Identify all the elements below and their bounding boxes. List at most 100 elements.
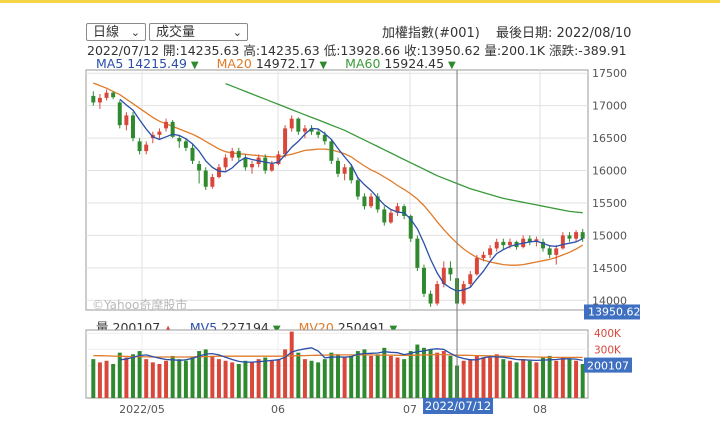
- candle-body: [111, 92, 116, 98]
- candle-body: [488, 248, 493, 255]
- price-tick-label: 16000: [592, 165, 627, 178]
- candle-body: [104, 92, 109, 98]
- volume-bar: [309, 360, 314, 398]
- price-panel: [85, 69, 589, 399]
- volume-bar: [170, 355, 175, 398]
- candle-body: [236, 151, 241, 158]
- period-select[interactable]: 日線 ⌄: [86, 23, 146, 41]
- ma5-value: 14215.49: [127, 56, 187, 71]
- volume-bar: [223, 360, 228, 398]
- candle-body: [329, 141, 334, 161]
- header-info: 加權指數(#001) 最後日期: 2022/08/10: [382, 22, 631, 41]
- volume-bar: [547, 355, 552, 398]
- candle-body: [402, 206, 407, 216]
- x-tick-label: 2022/05: [119, 403, 165, 416]
- candle-body: [316, 131, 321, 135]
- indicator-select-value: 成交量: [156, 25, 196, 40]
- candle-body: [567, 235, 572, 239]
- ohlc-volume: 量:200.1K: [484, 43, 546, 58]
- volume-bar: [362, 349, 367, 398]
- candle-body: [210, 177, 215, 187]
- volume-bar: [541, 357, 545, 398]
- x-tick-label: 08: [533, 403, 547, 416]
- volume-bar: [230, 362, 235, 398]
- volume-bar: [210, 355, 215, 398]
- volume-bar: [157, 364, 162, 398]
- volume-bar: [474, 355, 479, 398]
- volume-bar: [560, 357, 565, 398]
- candle-body: [468, 274, 473, 285]
- candle-body: [144, 144, 149, 152]
- candle-body: [203, 170, 208, 187]
- chevron-down-icon: ⌄: [232, 26, 242, 39]
- volume-bar: [144, 359, 149, 398]
- volume-bar: [203, 349, 208, 398]
- volume-bar: [164, 360, 169, 398]
- candle-body: [289, 118, 294, 129]
- volume-bar: [322, 359, 327, 398]
- indicator-select[interactable]: 成交量 ⌄: [149, 23, 248, 41]
- mv20-path: [93, 353, 583, 359]
- volume-bar: [336, 354, 340, 398]
- candle-body: [435, 284, 440, 304]
- candle-body: [574, 232, 579, 239]
- volume-bar: [395, 357, 400, 398]
- ma60-path: [225, 82, 583, 214]
- volume-bar: [117, 352, 122, 398]
- ohlc-open: 開:14235.63: [163, 43, 240, 58]
- candle-body: [117, 102, 122, 126]
- volume-bar: [534, 362, 539, 398]
- candle-body: [494, 241, 499, 249]
- candle-body: [216, 167, 221, 178]
- candle-body: [336, 160, 340, 174]
- volume-bar: [481, 357, 486, 398]
- volume-bar: [150, 362, 155, 398]
- candle-body: [276, 154, 281, 165]
- candle-body: [448, 267, 453, 275]
- volume-bar: [488, 357, 493, 398]
- volume-bar: [250, 362, 255, 398]
- candle-body: [382, 209, 387, 223]
- crosshair-price-box: [584, 304, 640, 320]
- volume-bar: [514, 362, 519, 398]
- price-panel-frame: [85, 69, 589, 311]
- period-select-value: 日線: [93, 25, 120, 40]
- candle-body: [415, 238, 420, 268]
- price-tick-label: 17000: [592, 100, 627, 113]
- candle-body: [302, 128, 307, 132]
- ma60-legend[interactable]: MA60 15924.45 ▼: [345, 56, 456, 71]
- ma20-legend[interactable]: MA20 14972.17 ▼: [217, 56, 332, 71]
- crosshair-volume-box: [584, 357, 632, 373]
- volume-bar: [402, 359, 407, 398]
- volume-bar: [296, 352, 301, 398]
- price-tick-label: 16500: [592, 132, 627, 145]
- volume-bar: [507, 360, 512, 398]
- volume-bar: [421, 347, 426, 398]
- candle-body: [554, 248, 559, 255]
- volume-bar: [283, 349, 288, 398]
- volume-bar: [501, 359, 506, 398]
- ma-legend: MA5 14215.49 ▼ MA20 14972.17 ▼ MA60 1592…: [96, 56, 470, 71]
- volume-bar: [111, 364, 116, 398]
- candle-body: [223, 157, 228, 168]
- candle-body: [441, 267, 446, 285]
- volume-bar: [256, 359, 261, 398]
- volume-bar: [574, 360, 579, 398]
- candle-body: [250, 164, 255, 168]
- ma5-legend[interactable]: MA5 14215.49 ▼: [96, 56, 203, 71]
- crosshair: 13950.62 200107 2022/07/12: [423, 70, 641, 414]
- candle-body: [230, 151, 235, 158]
- volume-bar: [177, 359, 182, 398]
- price-tick-label: 15000: [592, 229, 627, 242]
- triangle-down-icon: ▼: [319, 60, 328, 71]
- mv5-path: [119, 347, 583, 363]
- volume-bar: [527, 360, 532, 398]
- volume-bar: [355, 351, 360, 398]
- volume-ma-lines: [93, 347, 583, 363]
- volume-bar: [236, 364, 241, 398]
- triangle-down-icon: ▼: [448, 60, 456, 71]
- candle-body: [369, 196, 374, 207]
- ma5-path: [119, 98, 583, 292]
- candle-body: [349, 167, 354, 181]
